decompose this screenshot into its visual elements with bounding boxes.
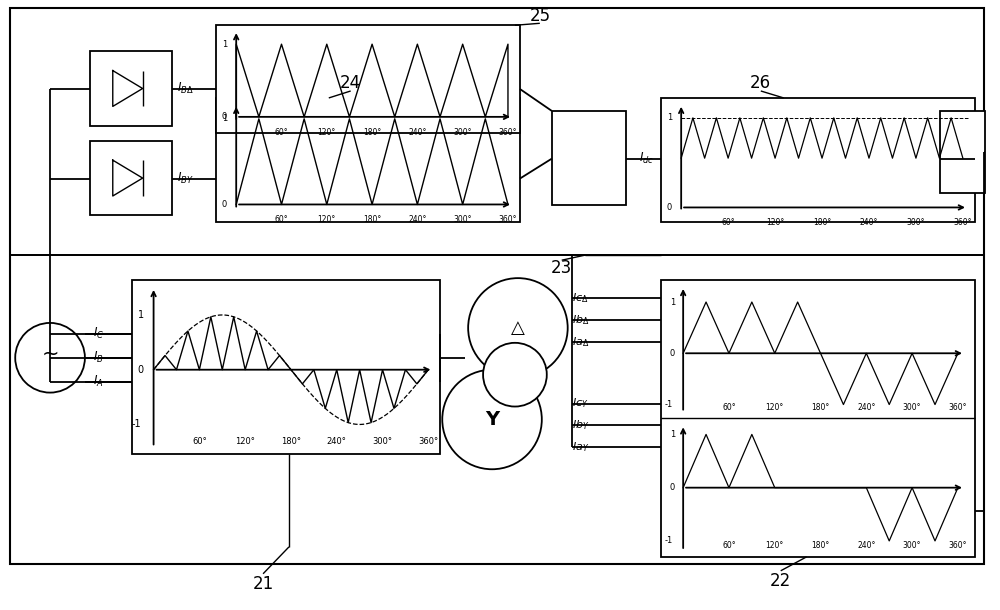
Text: 300°: 300°: [453, 128, 472, 137]
Bar: [90, 141, 172, 215]
Text: Ic$_Y$: Ic$_Y$: [572, 396, 588, 411]
Text: 1: 1: [670, 430, 675, 439]
Text: I$_B$: I$_B$: [93, 350, 104, 365]
Text: 1: 1: [667, 113, 672, 123]
Text: 120°: 120°: [766, 541, 784, 550]
Text: 1: 1: [222, 114, 227, 123]
Text: 26: 26: [750, 74, 771, 92]
Bar: [216, 98, 520, 223]
Bar: [132, 280, 440, 454]
Text: I$_{B\Delta}$: I$_{B\Delta}$: [177, 81, 194, 96]
Circle shape: [15, 323, 85, 393]
Text: 22: 22: [770, 572, 791, 590]
Text: 300°: 300°: [903, 403, 921, 412]
Text: -1: -1: [665, 536, 673, 545]
Text: 120°: 120°: [766, 218, 784, 228]
Text: 360°: 360°: [954, 218, 972, 228]
Text: Ib$_\Delta$: Ib$_\Delta$: [572, 313, 589, 327]
Text: 240°: 240°: [857, 541, 876, 550]
Text: I$_C$: I$_C$: [93, 326, 104, 342]
Text: 120°: 120°: [318, 215, 336, 224]
Text: 120°: 120°: [235, 437, 255, 447]
Circle shape: [468, 278, 568, 378]
Text: 0: 0: [670, 349, 675, 358]
Text: ~: ~: [41, 344, 59, 364]
Text: 120°: 120°: [318, 128, 336, 137]
Text: 120°: 120°: [766, 403, 784, 412]
Circle shape: [483, 343, 547, 406]
Text: △: △: [511, 319, 525, 337]
Text: 60°: 60°: [722, 403, 736, 412]
Text: 240°: 240°: [408, 128, 427, 137]
Bar: [216, 25, 520, 133]
Circle shape: [442, 370, 542, 469]
Text: 60°: 60°: [721, 218, 735, 228]
Text: 180°: 180°: [811, 403, 830, 412]
Text: 300°: 300°: [373, 437, 393, 447]
Text: -1: -1: [665, 400, 673, 409]
Text: 0: 0: [138, 365, 144, 375]
Text: 24: 24: [340, 74, 361, 92]
Text: 1: 1: [670, 298, 675, 306]
Text: 240°: 240°: [857, 403, 876, 412]
Text: Y: Y: [485, 410, 499, 429]
Text: 60°: 60°: [192, 437, 207, 447]
Text: 0: 0: [222, 112, 227, 121]
Text: I$_{dc}$: I$_{dc}$: [639, 151, 654, 166]
Text: 240°: 240°: [860, 218, 878, 228]
Text: 0: 0: [670, 483, 675, 492]
Text: 360°: 360°: [499, 128, 517, 137]
Text: Ic$_\Delta$: Ic$_\Delta$: [572, 291, 588, 305]
Bar: [552, 111, 626, 206]
Text: 25: 25: [529, 7, 550, 26]
Bar: [90, 51, 172, 126]
Text: 300°: 300°: [907, 218, 925, 228]
Text: 300°: 300°: [903, 541, 921, 550]
Text: 60°: 60°: [275, 128, 288, 137]
Text: Ia$_\Delta$: Ia$_\Delta$: [572, 335, 589, 349]
Text: 180°: 180°: [811, 541, 830, 550]
Text: 240°: 240°: [408, 215, 427, 224]
Text: 180°: 180°: [363, 128, 381, 137]
Text: I$_{BY}$: I$_{BY}$: [177, 171, 194, 185]
Text: 360°: 360°: [949, 541, 967, 550]
Text: 180°: 180°: [813, 218, 831, 228]
Bar: [661, 98, 975, 223]
Text: 60°: 60°: [275, 215, 288, 224]
Text: 0: 0: [667, 203, 672, 212]
Text: 60°: 60°: [722, 541, 736, 550]
Text: 21: 21: [252, 575, 274, 593]
Text: 360°: 360°: [949, 403, 967, 412]
Text: -1: -1: [132, 420, 142, 429]
Text: 300°: 300°: [453, 215, 472, 224]
Bar: [661, 280, 975, 557]
Text: 180°: 180°: [281, 437, 301, 447]
Text: 360°: 360°: [499, 215, 517, 224]
Text: I$_A$: I$_A$: [93, 374, 104, 389]
Text: 0: 0: [222, 200, 227, 209]
Text: 240°: 240°: [327, 437, 347, 447]
Text: 360°: 360°: [418, 437, 438, 447]
Text: 1: 1: [138, 310, 144, 320]
Text: 180°: 180°: [363, 215, 381, 224]
Text: Ib$_Y$: Ib$_Y$: [572, 418, 589, 432]
Text: 1: 1: [222, 40, 227, 49]
Text: Ia$_Y$: Ia$_Y$: [572, 440, 589, 454]
Bar: [940, 111, 985, 193]
Text: 23: 23: [551, 259, 572, 277]
